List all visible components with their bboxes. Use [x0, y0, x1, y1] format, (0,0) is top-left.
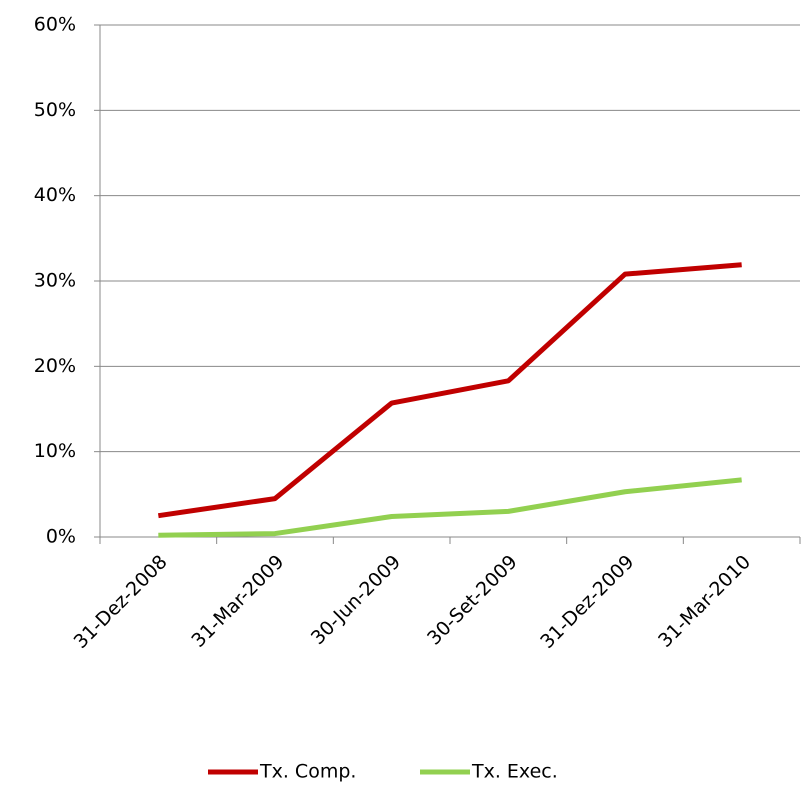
y-tick-label: 30%: [34, 270, 76, 292]
y-tick-label: 0%: [46, 526, 76, 548]
legend-label: Tx. Comp.: [259, 761, 356, 783]
y-tick-label: 50%: [34, 99, 76, 121]
y-tick-label: 10%: [34, 440, 76, 462]
x-tick-label: 30-Set-2009: [423, 551, 522, 650]
x-tick-label: 31-Dez-2009: [536, 551, 638, 653]
y-tick-label: 20%: [34, 355, 76, 377]
x-tick-label: 31-Mar-2009: [187, 551, 288, 652]
x-tick-label: 31-Dez-2008: [70, 551, 172, 653]
line: [158, 477, 742, 538]
line: [157, 262, 742, 519]
legend-label: Tx. Exec.: [471, 761, 558, 783]
x-tick-label: 31-Mar-2010: [654, 551, 755, 652]
y-tick-label: 60%: [34, 14, 76, 36]
x-tick-label: 30-Jun-2009: [307, 551, 405, 649]
y-tick-label: 40%: [34, 184, 76, 206]
